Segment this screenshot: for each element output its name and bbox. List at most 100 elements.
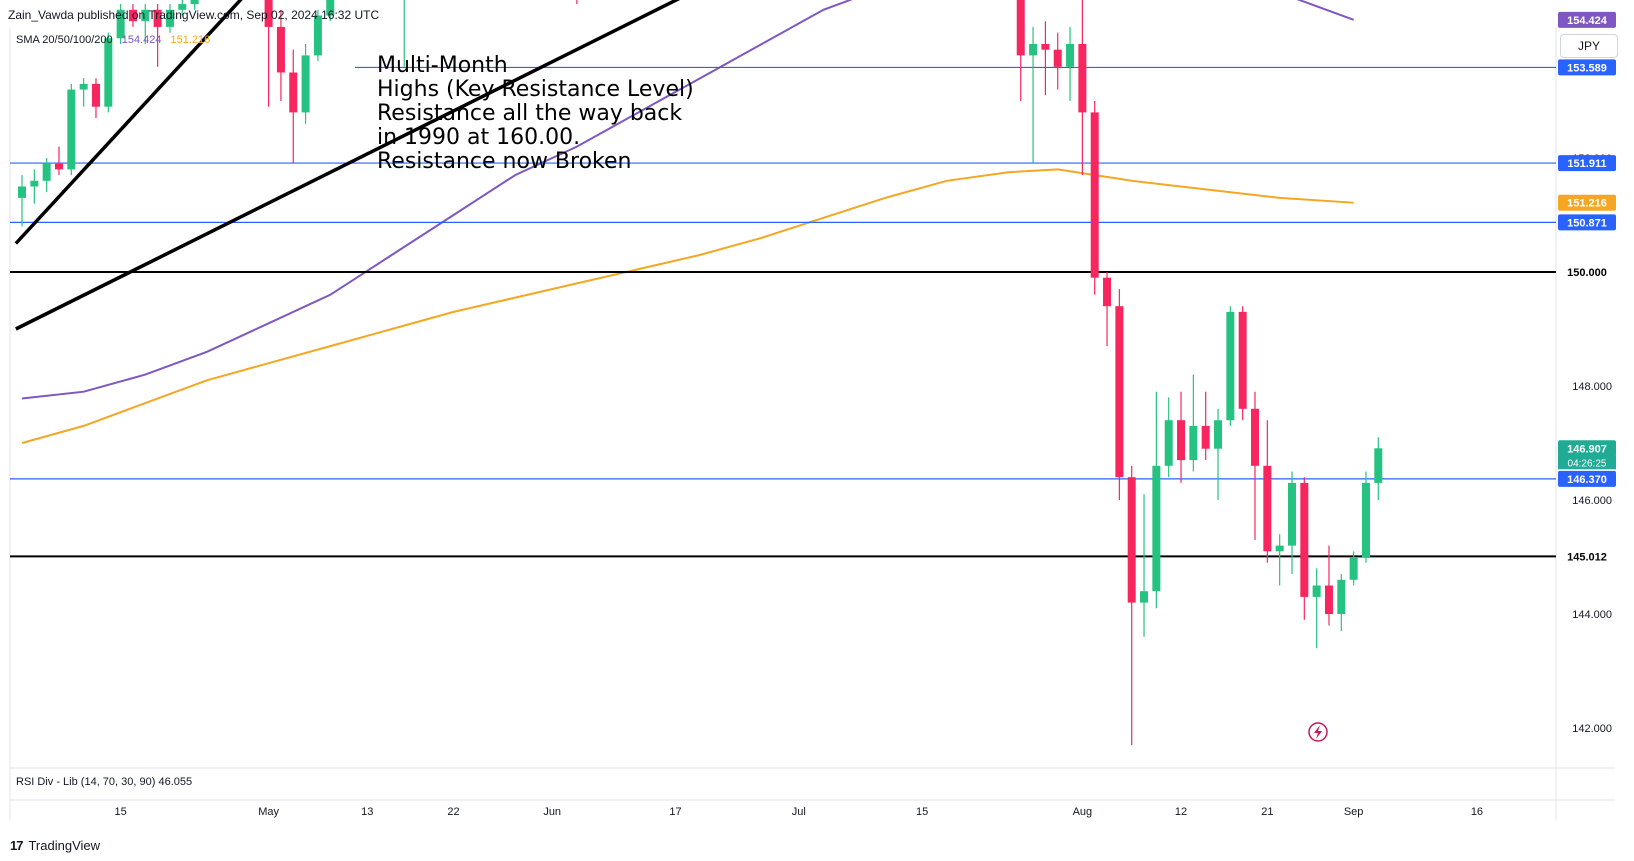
candle-body (30, 180, 39, 187)
candle-body (301, 55, 310, 113)
candle-body (79, 83, 88, 90)
countdown-label: 04:26:25 (1568, 458, 1607, 469)
x-tick-label: Aug (1073, 806, 1093, 818)
level-price-tag-bg (1558, 470, 1616, 487)
candle-body (1263, 465, 1272, 552)
x-tick-label: 12 (1175, 806, 1187, 818)
y-tick-label: 146.000 (1572, 495, 1612, 507)
candle-body (116, 9, 125, 39)
candle-body (178, 4, 187, 10)
level-price-tag-bg (1558, 214, 1616, 231)
candle-body (1066, 44, 1075, 67)
candle-body (1041, 44, 1050, 50)
candle-body (1214, 420, 1223, 449)
candle-body (18, 186, 26, 198)
candle-body (1324, 585, 1333, 614)
y-tick-label: 144.000 (1572, 609, 1612, 621)
candle-body (67, 89, 76, 170)
rsi-indicator-label[interactable]: RSI Div - Lib (14, 70, 30, 90) 46.055 (16, 776, 193, 788)
x-tick-label: 21 (1261, 806, 1273, 818)
level-price-tag: 153.589 (1567, 62, 1607, 74)
tradingview-brand: TradingView (28, 838, 101, 853)
trend-line (14, 0, 243, 245)
candle-body (276, 26, 285, 73)
level-price-tag: 146.370 (1567, 474, 1607, 486)
sma-200-line (21, 168, 1354, 444)
indicator-price-tag-bg (1558, 440, 1616, 457)
x-tick-label: 15 (916, 806, 928, 818)
sma-legend-value-200: 151.216 (170, 34, 211, 46)
chart-annotation: Multi-Month Highs (Key Resistance Level)… (377, 53, 694, 174)
lightning-icon-bolt (1314, 725, 1322, 739)
candle-body (1078, 44, 1087, 113)
level-price-tag: 150.871 (1567, 217, 1607, 229)
sma-legend-label: SMA 20/50/100/200 (16, 34, 113, 46)
candle-body (1312, 585, 1321, 597)
candle-body (104, 38, 113, 107)
level-price-tag-bg (1558, 548, 1616, 565)
candle-body (1361, 482, 1370, 557)
x-tick-label: Jul (792, 806, 806, 818)
lightning-icon (1308, 722, 1328, 742)
level-price-tag-bg (1558, 59, 1616, 76)
x-tick-label: 15 (115, 806, 127, 818)
candle-body (1053, 49, 1062, 67)
candle-body (1189, 425, 1198, 461)
sma-legend-value-100: 154.424 (121, 34, 162, 46)
indicator-price-tag: 154.424 (1567, 15, 1608, 27)
candle-body (190, 0, 199, 5)
candle-body (1140, 591, 1149, 603)
candle-body (289, 72, 298, 113)
publisher-line: Zain_Vawda published on TradingView.com,… (8, 8, 380, 22)
level-price-tag: 145.012 (1567, 551, 1607, 563)
candle-body (1374, 448, 1383, 483)
candle-body (1115, 306, 1124, 478)
candle-body (1090, 112, 1099, 278)
candle-body (153, 9, 162, 27)
x-tick-label: 13 (361, 806, 373, 818)
tradingview-footer[interactable]: 17 TradingView (10, 838, 100, 853)
candle-body (1287, 482, 1296, 546)
candle-body (1152, 465, 1161, 592)
candle-body (1164, 420, 1173, 466)
y-tick-label: 142.000 (1572, 723, 1612, 735)
indicator-price-tag-bg (1558, 194, 1616, 211)
candle-body (1275, 545, 1284, 552)
lightning-icon-ring (1308, 722, 1328, 742)
candle-body (1177, 420, 1186, 461)
candle-body (1029, 44, 1038, 56)
candle-body (1251, 408, 1259, 466)
indicator-price-tag-bg (1558, 11, 1616, 28)
candle-body (128, 9, 137, 22)
sma-100-line (21, 0, 1354, 400)
y-tick-label: 148.000 (1572, 381, 1612, 393)
x-tick-label: 17 (669, 806, 681, 818)
trend-line (15, 0, 681, 331)
candle-body (54, 163, 63, 170)
x-tick-label: 22 (447, 806, 459, 818)
tradingview-logo-icon: 17 (10, 838, 24, 853)
x-tick-label: May (258, 806, 279, 818)
candle-body (1300, 482, 1309, 597)
level-price-tag-bg (1558, 155, 1616, 172)
candle-body (1201, 425, 1210, 449)
sma-legend[interactable]: SMA 20/50/100/200 154.424 151.216 (16, 34, 210, 46)
candle-body (141, 9, 150, 22)
x-tick-label: Sep (1344, 806, 1364, 818)
countdown-bg (1558, 455, 1616, 470)
currency-button[interactable]: JPY (1560, 34, 1618, 58)
candle-body (42, 163, 51, 181)
indicator-price-tag: 146.907 (1567, 443, 1607, 455)
candle-body (264, 0, 273, 27)
candle-body (165, 9, 174, 27)
candle-body (326, 0, 335, 16)
level-price-tag-bg (1558, 264, 1616, 280)
x-tick-label: 16 (1471, 806, 1483, 818)
level-price-tag: 150.000 (1567, 267, 1607, 279)
candle-body (1238, 311, 1247, 409)
candle-body (1349, 557, 1358, 580)
candle-body (1337, 579, 1346, 614)
level-price-tag: 151.911 (1567, 158, 1606, 170)
